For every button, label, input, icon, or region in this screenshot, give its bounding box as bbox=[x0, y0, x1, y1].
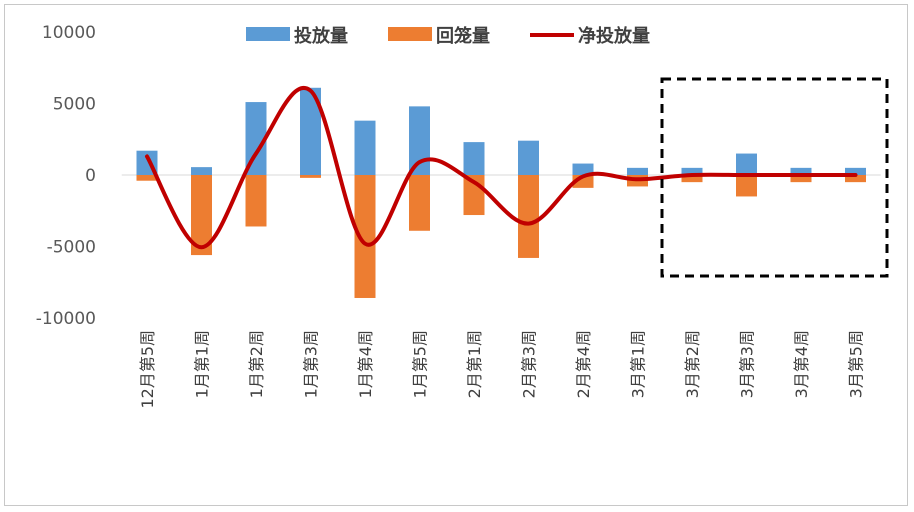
bars bbox=[136, 87, 866, 298]
chart-frame bbox=[4, 4, 908, 506]
withdrawal-bar bbox=[518, 175, 539, 258]
y-axis: 10000 5000 0 -5000 -10000 bbox=[36, 23, 96, 329]
x-tick-label: 1月第2周 bbox=[247, 330, 266, 398]
x-tick-label: 2月第4周 bbox=[574, 330, 593, 398]
y-tick-label: 0 bbox=[85, 166, 96, 186]
x-tick-label: 3月第2周 bbox=[683, 330, 702, 398]
withdrawal-bar bbox=[136, 175, 158, 181]
x-tick-label: 3月第5周 bbox=[847, 330, 866, 398]
x-tick-label: 1月第5周 bbox=[411, 330, 430, 398]
y-tick-label: -10000 bbox=[36, 309, 96, 329]
injection-bar bbox=[191, 167, 212, 175]
x-tick-label: 2月第3周 bbox=[520, 330, 539, 398]
injection-bar bbox=[518, 140, 539, 175]
y-tick-label: 5000 bbox=[53, 95, 96, 115]
x-tick-label: 1月第3周 bbox=[302, 330, 321, 398]
legend: 投放量 回笼量 净投放量 bbox=[246, 25, 650, 47]
withdrawal-bar bbox=[191, 175, 212, 256]
x-tick-label: 3月第1周 bbox=[629, 330, 648, 398]
injection-bar bbox=[627, 167, 648, 175]
legend-label: 投放量 bbox=[294, 25, 348, 47]
injection-bar bbox=[245, 102, 267, 175]
x-tick-label: 3月第3周 bbox=[738, 330, 757, 398]
injection-bar bbox=[409, 106, 430, 175]
y-tick-label: 10000 bbox=[42, 23, 96, 43]
legend-swatch bbox=[388, 27, 432, 41]
injection-bar bbox=[354, 120, 376, 175]
injection-bar bbox=[790, 167, 812, 175]
legend-label: 净投放量 bbox=[578, 25, 650, 47]
injection-bar bbox=[300, 87, 321, 175]
net-injection-line bbox=[145, 86, 858, 250]
x-tick-label: 12月第5周 bbox=[138, 330, 157, 409]
withdrawal-bar bbox=[409, 175, 430, 231]
injection-bar bbox=[681, 167, 703, 175]
legend-swatch bbox=[246, 27, 290, 41]
injection-bar bbox=[845, 167, 866, 175]
x-tick-label: 1月第1周 bbox=[193, 330, 212, 398]
y-tick-label: -5000 bbox=[47, 238, 96, 258]
legend-label: 回笼量 bbox=[436, 25, 490, 47]
withdrawal-bar bbox=[736, 175, 757, 197]
withdrawal-bar bbox=[245, 175, 267, 227]
x-tick-label: 3月第4周 bbox=[792, 330, 811, 398]
highlight-box bbox=[660, 77, 889, 278]
injection-bar bbox=[736, 153, 757, 175]
withdrawal-bar bbox=[845, 175, 866, 183]
withdrawal-bar bbox=[300, 175, 321, 178]
x-tick-label: 1月第4周 bbox=[356, 330, 375, 398]
withdrawal-bar bbox=[354, 175, 376, 298]
x-axis: 12月第5周 1月第1周 1月第2周 1月第3周 1月第4周 1月第5周 2月第1周 2月第3… bbox=[138, 330, 866, 409]
x-tick-label: 2月第1周 bbox=[465, 330, 484, 398]
withdrawal-bar bbox=[681, 175, 703, 183]
injection-bar bbox=[463, 142, 485, 175]
injection-bar bbox=[572, 163, 594, 175]
withdrawal-bar bbox=[790, 175, 812, 183]
